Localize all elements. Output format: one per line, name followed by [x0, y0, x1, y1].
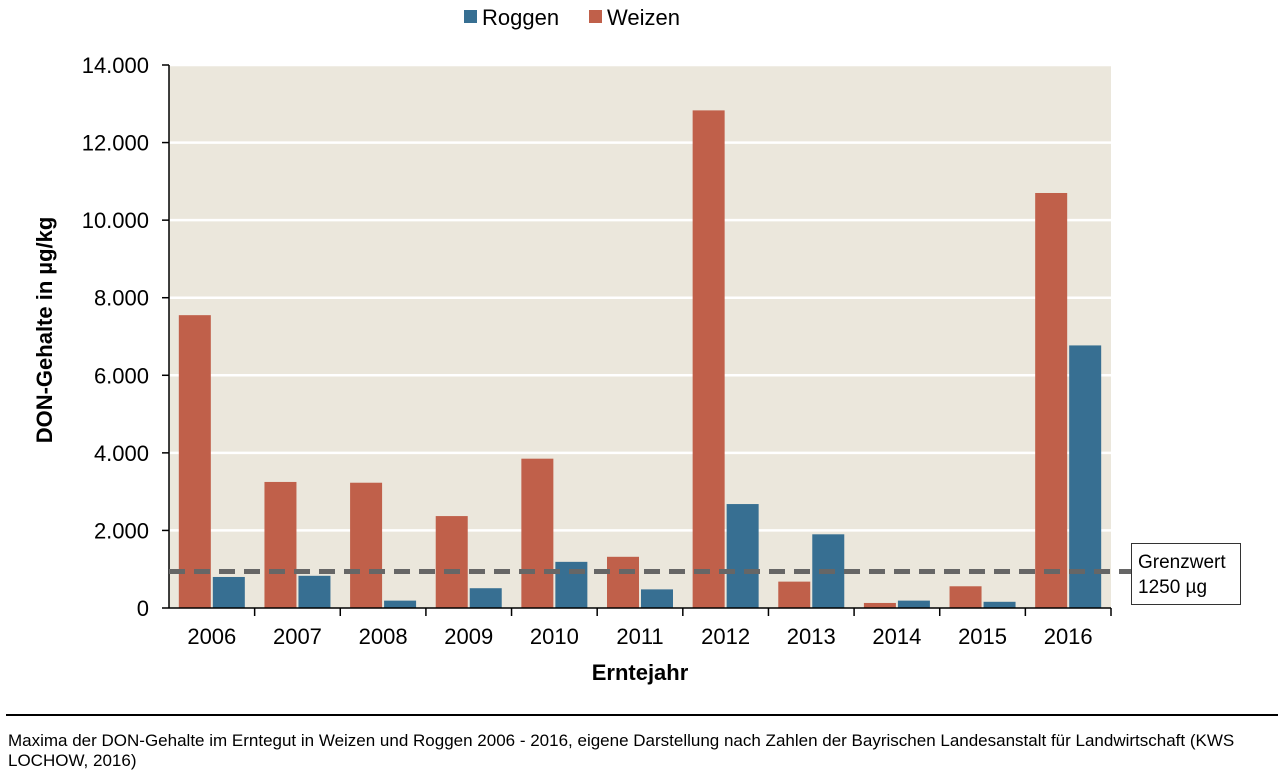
bar-weizen-2013: [778, 581, 811, 608]
x-tick-label: 2014: [872, 624, 921, 649]
bar-roggen-2014: [897, 600, 930, 608]
y-tick-label: 14.000: [82, 53, 149, 78]
x-tick-label: 2013: [787, 624, 836, 649]
caption-divider: [6, 714, 1278, 716]
bar-roggen-2011: [641, 589, 673, 608]
figure-caption: Maxima der DON-Gehalte im Erntegut in We…: [8, 731, 1235, 770]
threshold-label-line2: 1250 µg: [1138, 577, 1208, 598]
bar-roggen-2015: [983, 601, 1016, 608]
don-bar-chart: 0 2.000 4.000 6.000 8.000 10.000 12.000 14.000 2…: [32, 5, 1131, 685]
y-tick-label: 12.000: [82, 131, 149, 156]
bar-weizen-2016: [1035, 192, 1068, 608]
legend-swatch-roggen: [464, 10, 477, 23]
plot-background: [169, 65, 1111, 608]
bar-weizen-2009: [435, 516, 468, 608]
bar-roggen-2007: [298, 575, 331, 608]
x-tick-label: 2008: [359, 624, 408, 649]
bar-weizen-2015: [949, 586, 982, 608]
y-tick-label: 8.000: [94, 286, 149, 311]
bar-roggen-2012: [726, 504, 759, 608]
x-tick-label: 2009: [444, 624, 493, 649]
legend-label-weizen: Weizen: [607, 5, 680, 30]
plot-area: 0 2.000 4.000 6.000 8.000 10.000 12.000 14.000 2…: [82, 53, 1131, 649]
y-tick-label: 10.000: [82, 208, 149, 233]
bar-weizen-2012: [692, 110, 725, 609]
x-tick-label: 2010: [530, 624, 579, 649]
legend-label-roggen: Roggen: [482, 5, 559, 30]
bar-weizen-2006: [178, 315, 211, 608]
bar-weizen-2014: [863, 602, 896, 608]
bar-roggen-2006: [212, 576, 245, 608]
bar-roggen-2008: [384, 600, 417, 608]
x-tick-label: 2006: [187, 624, 236, 649]
bar-roggen-2010: [555, 561, 588, 608]
legend-swatch-weizen: [589, 10, 602, 23]
bar-roggen-2016: [1069, 345, 1102, 608]
chart-legend: Roggen Weizen: [464, 5, 680, 30]
y-tick-label: 0: [137, 596, 149, 621]
x-tick-label: 2016: [1044, 624, 1093, 649]
x-tick-label: 2011: [616, 624, 663, 649]
bar-weizen-2010: [521, 458, 554, 608]
bar-weizen-2008: [350, 482, 383, 608]
y-tick-label: 4.000: [94, 441, 149, 466]
threshold-label-box: Grenzwert 1250 µg: [1131, 543, 1241, 605]
bar-weizen-2011: [607, 556, 639, 608]
y-axis-label: DON-Gehalte in µg/kg: [32, 217, 57, 444]
x-tick-label: 2007: [273, 624, 322, 649]
x-axis-label: Erntejahr: [592, 660, 689, 685]
x-tick-label: 2015: [958, 624, 1007, 649]
bar-weizen-2007: [264, 481, 297, 608]
y-tick-label: 2.000: [94, 518, 149, 543]
x-tick-label: 2012: [701, 624, 750, 649]
bar-roggen-2009: [469, 588, 502, 608]
y-tick-label: 6.000: [94, 363, 149, 388]
threshold-label-line1: Grenzwert: [1138, 552, 1226, 573]
